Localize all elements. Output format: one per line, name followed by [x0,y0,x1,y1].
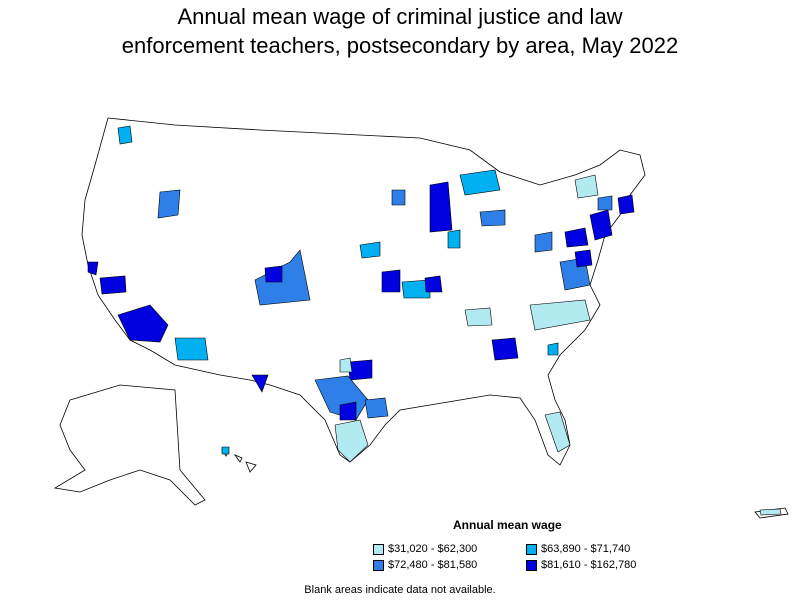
legend-item-1: $31,020 - $62,300 [373,543,477,555]
area-michigan [459,169,501,196]
area-hawaii [221,446,230,455]
area-missouri [401,279,431,299]
legend-item-4: $81,610 - $162,780 [526,559,636,571]
area-pennsylvania [564,227,589,248]
area-puerto-rico [759,508,782,516]
area-florida [544,411,571,453]
area-tucson [174,337,209,361]
legend-label-2: $63,890 - $71,740 [541,543,631,555]
area-chicago [447,229,461,249]
area-boise [157,189,181,219]
area-el-paso [251,374,269,393]
area-iowa [359,241,381,259]
map-title-line-2: enforcement teachers, postsecondary by a… [121,33,679,58]
us-map [53,117,789,519]
legend-swatch-2 [526,543,537,555]
area-oklahoma [339,357,353,373]
legend-title: Annual mean wage [453,518,562,532]
contiguous-us-outline [81,117,646,466]
area-vermont [574,174,599,199]
area-boston [617,194,635,215]
alaska-outline [53,384,206,506]
area-upstate-new-york [597,195,613,211]
area-houston [364,397,389,419]
legend-item-2: $63,890 - $71,740 [526,543,630,555]
area-charleston [547,342,559,356]
area-atlanta [491,337,519,361]
area-dc [574,249,593,268]
legend-label-3: $72,480 - $81,580 [388,559,478,571]
area-sacramento [99,275,127,295]
map-title-line-1: Annual mean wage of criminal justice and… [177,4,623,29]
legend-swatch-1 [373,543,384,555]
area-sf-bay [87,261,99,276]
area-salt-lake [264,265,283,283]
area-detroit [479,209,506,227]
area-kansas-city [381,269,401,293]
area-st-louis [424,275,443,293]
area-carolinas [529,299,591,331]
legend-label-4: $81,610 - $162,780 [541,559,637,571]
legend-item-3: $72,480 - $81,580 [373,559,477,571]
map-title: Annual mean wage of criminal justice and… [0,2,800,60]
area-dallas [347,359,373,381]
legend-swatch-3 [373,559,384,571]
area-colorado [254,249,311,306]
area-south-texas [334,419,369,463]
area-ohio [534,231,553,253]
area-seattle [117,125,133,145]
area-wisconsin [429,181,453,233]
area-tennessee [464,307,493,327]
area-minneapolis [391,189,406,206]
footnote: Blank areas indicate data not available. [304,584,496,596]
legend-label-1: $31,020 - $62,300 [388,543,478,555]
area-southern-california [117,304,169,343]
area-austin [339,401,357,421]
legend-swatch-4 [526,559,537,571]
area-new-york-city [589,209,613,241]
